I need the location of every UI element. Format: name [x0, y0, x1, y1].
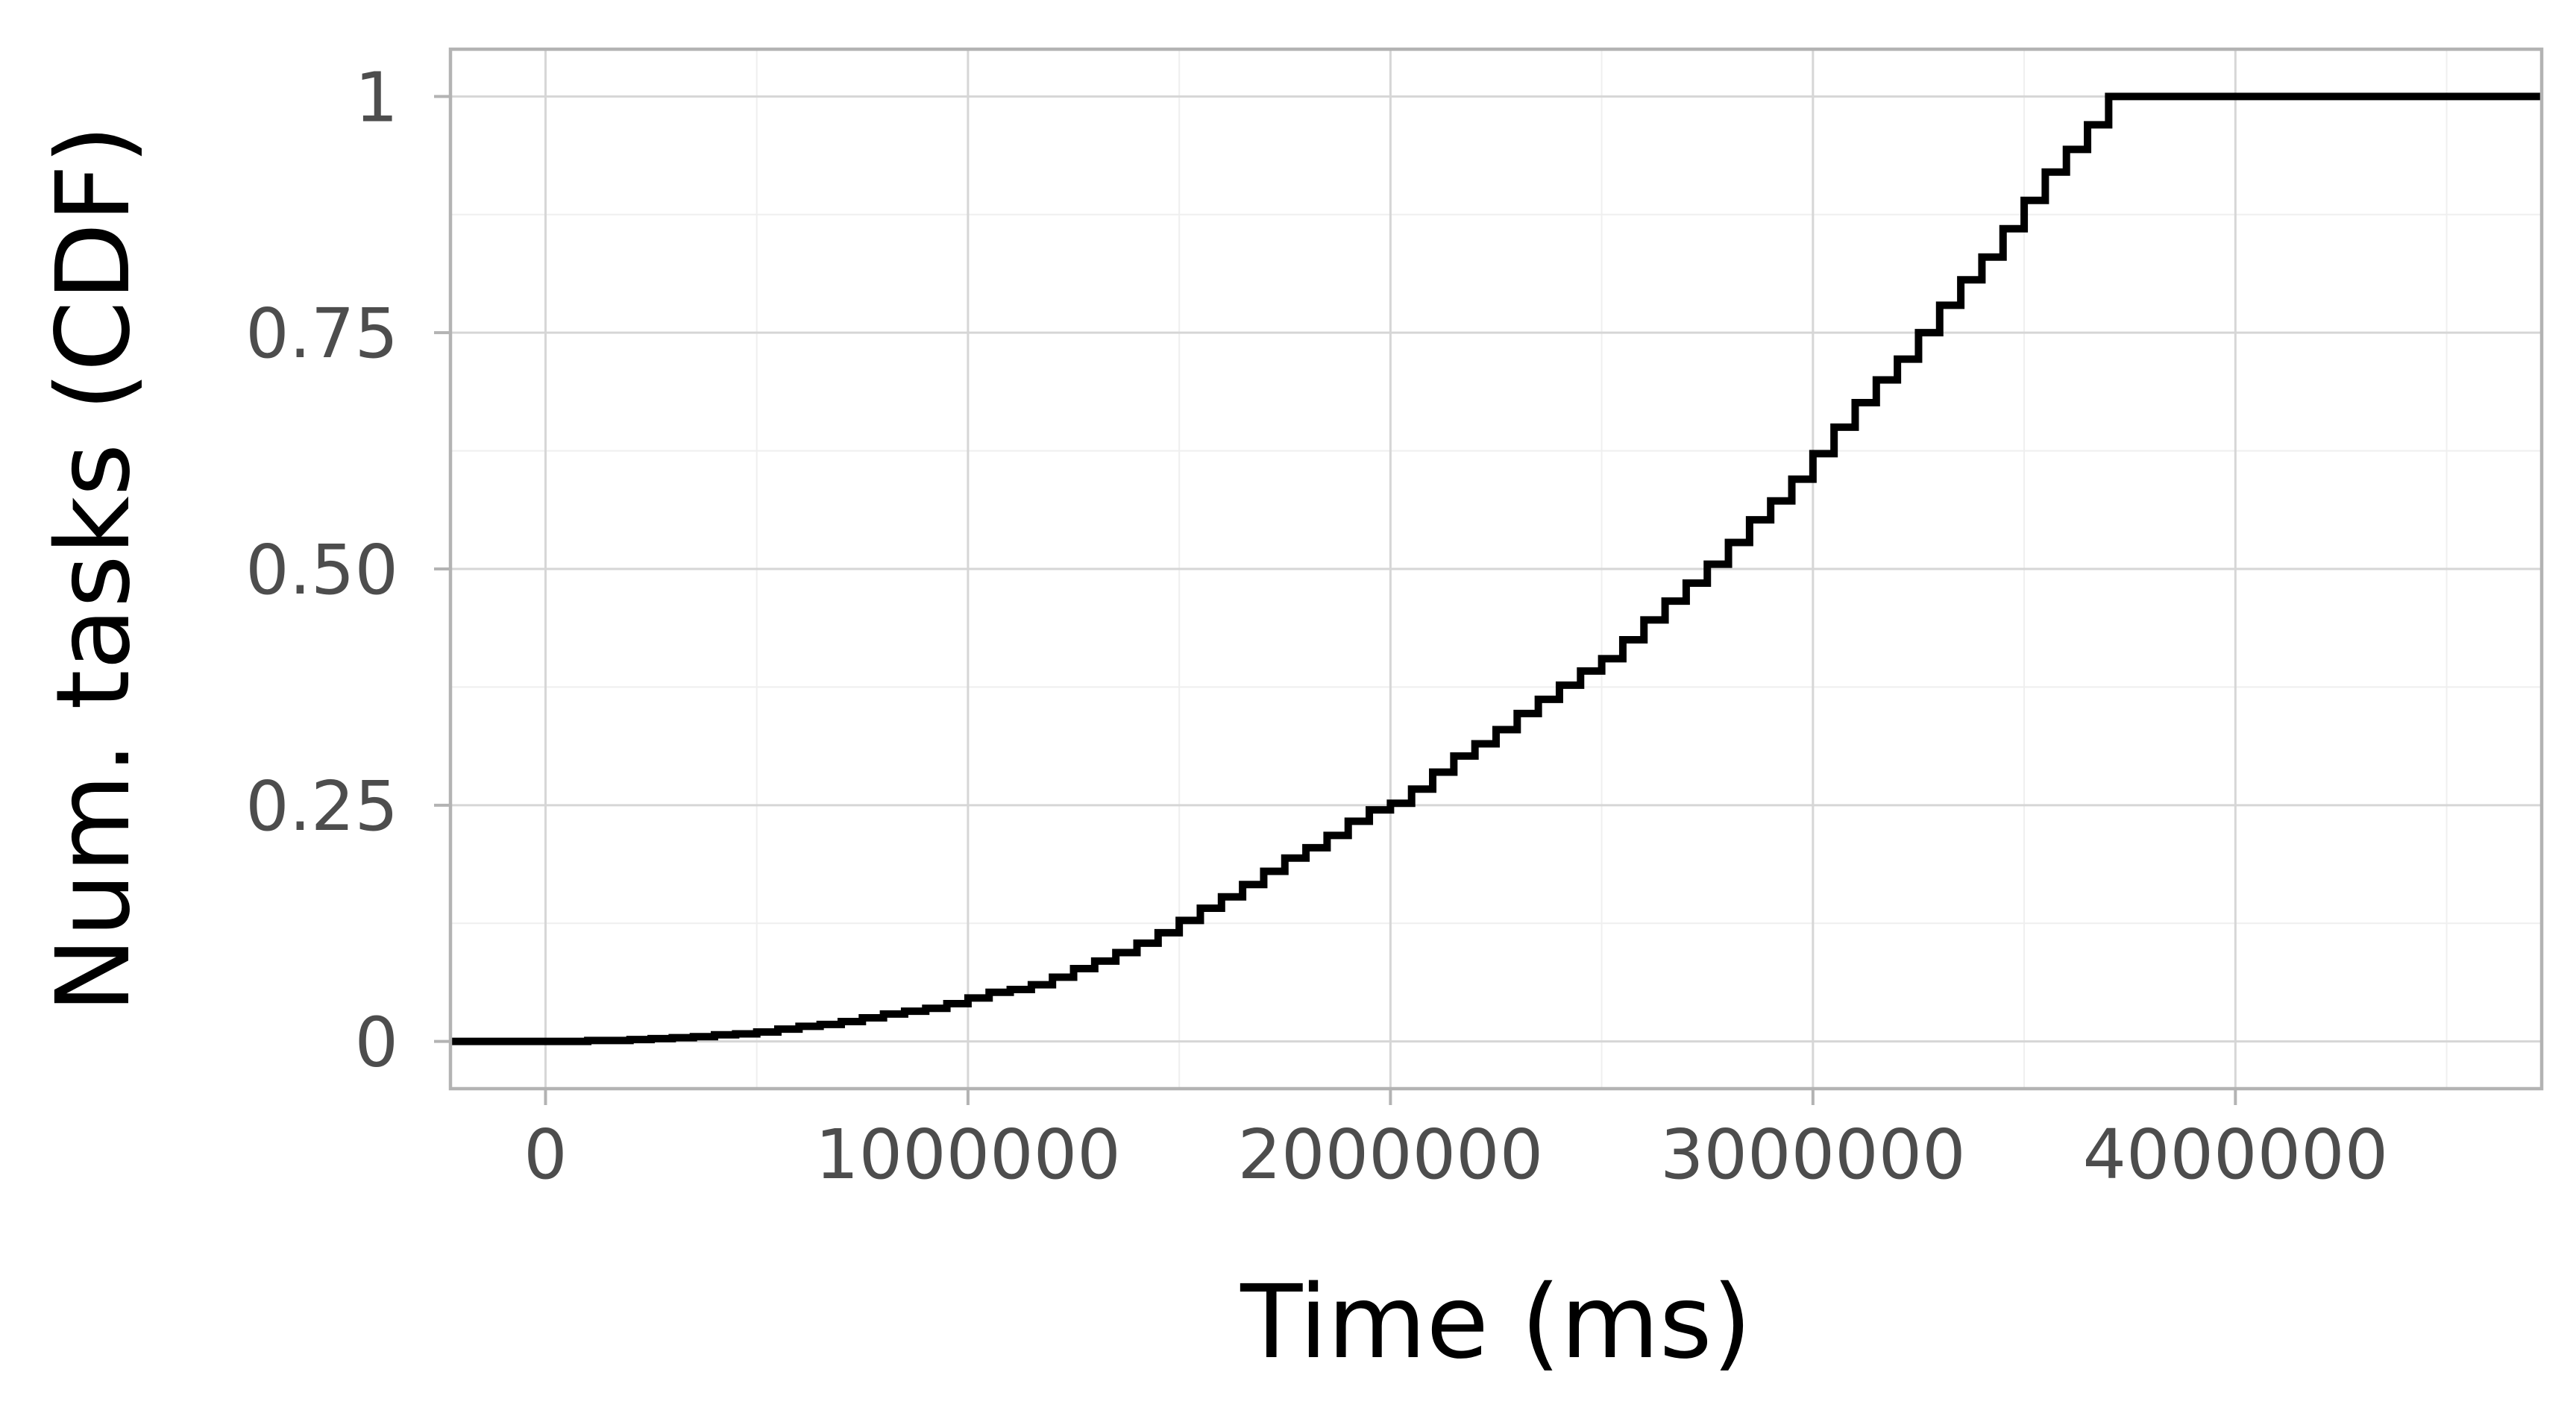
major-gridlines: [450, 49, 2542, 1089]
y-tick-label: 0.50: [245, 530, 398, 610]
y-tick-label: 0.25: [245, 767, 398, 846]
cdf-series-line: [450, 92, 2542, 1045]
x-axis: 0 1000000 2000000 3000000 4000000: [524, 1089, 2388, 1195]
x-axis-title: Time (ms): [1240, 1264, 1752, 1382]
x-tick-label: 0: [524, 1115, 568, 1195]
y-tick-label: 0: [354, 1003, 398, 1083]
x-tick-label: 3000000: [1660, 1115, 1966, 1195]
y-tick-label: 0.75: [245, 294, 398, 374]
x-tick-label: 2000000: [1238, 1115, 1544, 1195]
y-axis: 0 0.25 0.50 0.75 1: [245, 57, 450, 1083]
y-tick-label: 1: [354, 57, 398, 137]
series-layer: [450, 92, 2542, 1045]
y-axis-title: Num. tasks (CDF): [35, 125, 153, 1013]
x-tick-label: 4000000: [2082, 1115, 2388, 1195]
x-tick-label: 1000000: [815, 1115, 1121, 1195]
